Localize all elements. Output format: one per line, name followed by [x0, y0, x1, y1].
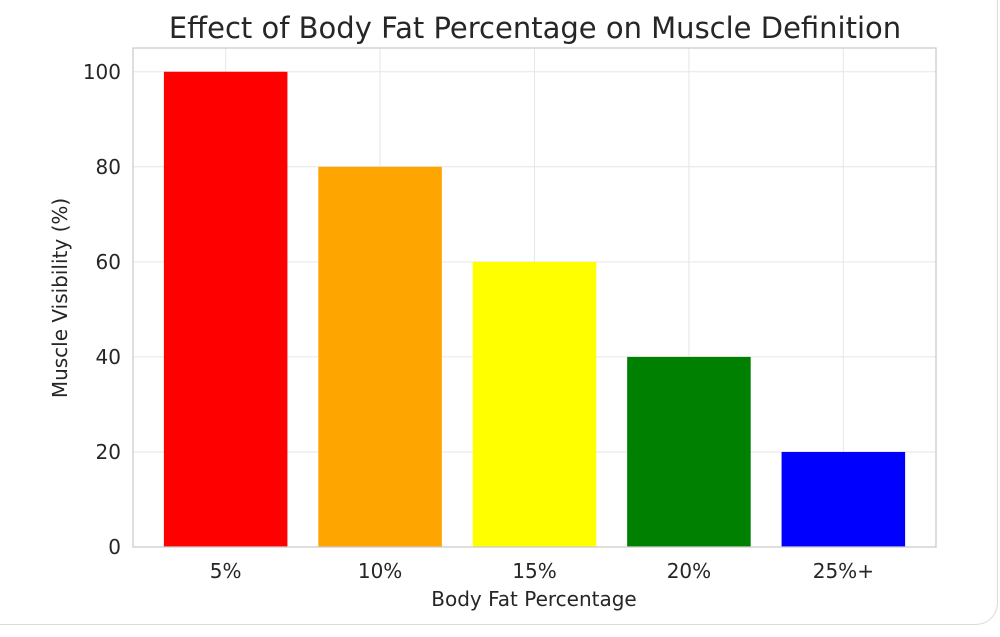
y-tick-label: 80: [96, 155, 121, 179]
y-tick-label: 60: [96, 250, 121, 274]
bar: [627, 356, 751, 547]
x-tick-label: 5%: [210, 559, 242, 583]
y-tick-label: 20: [96, 440, 121, 464]
y-axis-label: Muscle Visibility (%): [48, 198, 72, 398]
bar: [472, 261, 597, 547]
y-tick-label: 100: [83, 60, 121, 84]
x-axis-ticks: 5% 10% 15% 20% 25%+: [210, 559, 874, 583]
y-tick-label: 40: [96, 345, 121, 369]
bar: [781, 451, 906, 547]
x-tick-label: 20%: [667, 559, 711, 583]
x-tick-label: 25%+: [813, 559, 874, 583]
bars: [163, 71, 906, 548]
plot-area-border: [132, 47, 937, 548]
bar: [163, 71, 288, 547]
x-tick-label: 15%: [512, 559, 556, 583]
y-tick-label: 0: [108, 535, 121, 559]
chart-title: Effect of Body Fat Percentage on Muscle …: [169, 11, 901, 45]
bar: [318, 166, 442, 548]
x-axis-label: Body Fat Percentage: [431, 587, 636, 611]
x-tick-label: 10%: [358, 559, 402, 583]
y-axis-ticks: 0 20 40 60 80 100: [83, 60, 121, 559]
